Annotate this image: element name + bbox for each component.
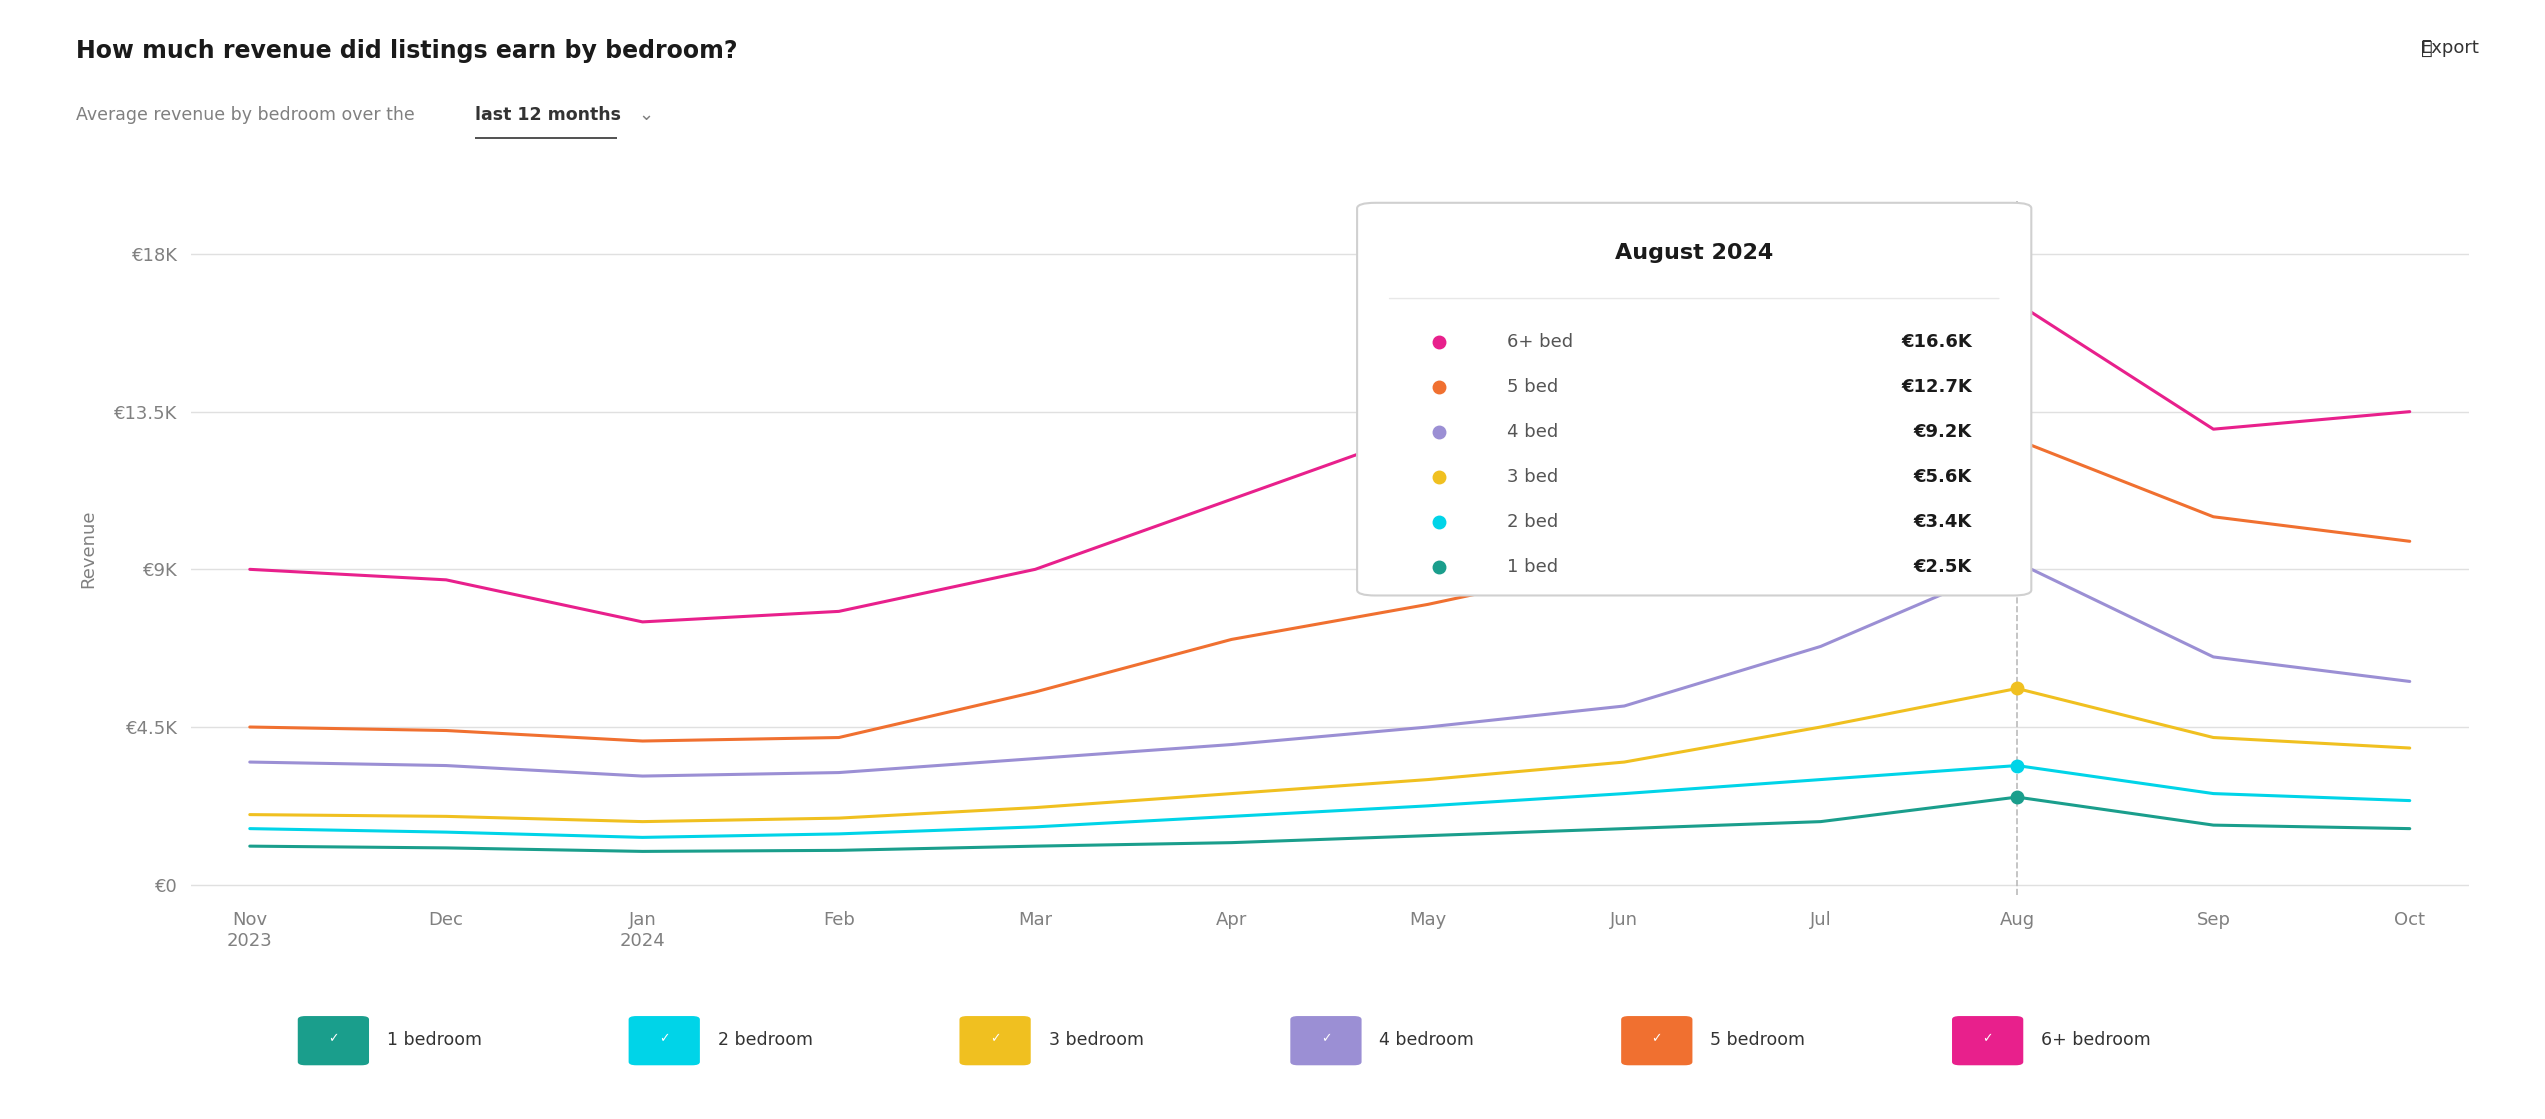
- Text: ⤓: ⤓: [2420, 39, 2433, 58]
- Text: €5.6K: €5.6K: [1914, 468, 1972, 486]
- Text: August 2024: August 2024: [1616, 243, 1774, 263]
- Text: 3 bed: 3 bed: [1507, 468, 1558, 486]
- Text: How much revenue did listings earn by bedroom?: How much revenue did listings earn by be…: [76, 39, 738, 63]
- Text: 4 bedroom: 4 bedroom: [1379, 1031, 1474, 1049]
- Text: ✓: ✓: [1983, 1032, 1993, 1045]
- Text: €16.6K: €16.6K: [1901, 333, 1972, 351]
- Text: ✓: ✓: [328, 1032, 338, 1045]
- FancyBboxPatch shape: [1356, 203, 2031, 595]
- Y-axis label: Revenue: Revenue: [79, 509, 97, 587]
- Text: 5 bedroom: 5 bedroom: [1710, 1031, 1804, 1049]
- Text: last 12 months: last 12 months: [476, 106, 621, 124]
- Text: ✓: ✓: [990, 1032, 1000, 1045]
- Text: €3.4K: €3.4K: [1914, 514, 1972, 532]
- Text: €2.5K: €2.5K: [1914, 558, 1972, 576]
- Text: Export: Export: [2420, 39, 2479, 57]
- Text: 3 bedroom: 3 bedroom: [1049, 1031, 1143, 1049]
- Text: 1 bedroom: 1 bedroom: [387, 1031, 481, 1049]
- Text: ✓: ✓: [1321, 1032, 1331, 1045]
- Text: 2 bed: 2 bed: [1507, 514, 1558, 532]
- Text: 6+ bed: 6+ bed: [1507, 333, 1573, 351]
- Text: €9.2K: €9.2K: [1914, 423, 1972, 441]
- Text: 5 bed: 5 bed: [1507, 378, 1558, 396]
- Text: ✓: ✓: [1652, 1032, 1662, 1045]
- Text: 6+ bedroom: 6+ bedroom: [2041, 1031, 2151, 1049]
- Text: Average revenue by bedroom over the: Average revenue by bedroom over the: [76, 106, 420, 124]
- Text: 4 bed: 4 bed: [1507, 423, 1558, 441]
- Text: 1 bed: 1 bed: [1507, 558, 1558, 576]
- Text: 2 bedroom: 2 bedroom: [718, 1031, 812, 1049]
- Text: ⌄: ⌄: [639, 106, 654, 124]
- Text: ✓: ✓: [659, 1032, 669, 1045]
- Text: €12.7K: €12.7K: [1901, 378, 1972, 396]
